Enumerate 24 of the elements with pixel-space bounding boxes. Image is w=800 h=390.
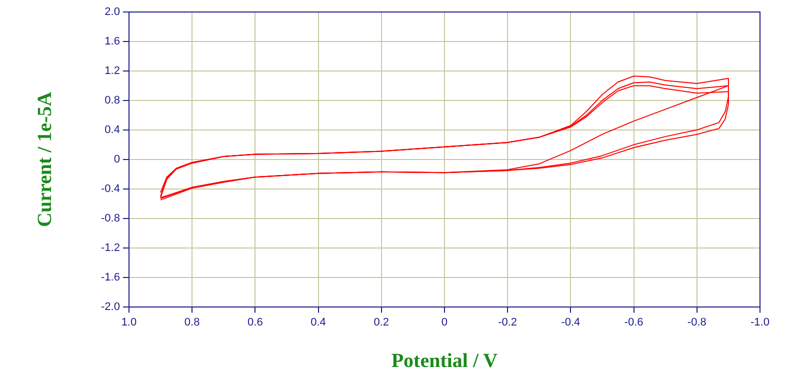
y-tick-label: -0.8 <box>100 212 120 224</box>
y-tick-label: 0 <box>114 153 120 166</box>
x-tick-label: 0 <box>441 316 448 328</box>
x-tick-label: -0.8 <box>687 316 706 328</box>
y-tick-label: -1.6 <box>100 271 120 284</box>
x-tick-label: 1.0 <box>121 316 137 328</box>
x-tick-label: 0.4 <box>310 316 326 328</box>
x-tick-label: -0.6 <box>624 316 644 328</box>
x-tick-label: -1.0 <box>750 316 770 328</box>
x-tick-label: -0.2 <box>498 316 518 328</box>
x-tick-label: 0.6 <box>248 316 263 328</box>
y-tick-label: 1.2 <box>104 64 120 77</box>
x-tick-label: 0.8 <box>184 316 200 328</box>
y-tick-label: -2.0 <box>100 300 120 313</box>
y-axis-title: Current / 1e-5A <box>34 91 56 227</box>
y-tick-label: -0.4 <box>100 182 120 195</box>
y-tick-label: 0.8 <box>104 94 120 106</box>
y-tick-label: 2.0 <box>104 6 120 18</box>
x-tick-label: 0.2 <box>374 316 390 328</box>
x-axis-title: Potential / V <box>391 350 498 372</box>
y-tick-label: 1.6 <box>104 36 120 48</box>
y-tick-label: 0.4 <box>104 124 120 136</box>
x-tick-label: -0.4 <box>561 316 580 328</box>
y-tick-label: -1.2 <box>100 242 120 254</box>
